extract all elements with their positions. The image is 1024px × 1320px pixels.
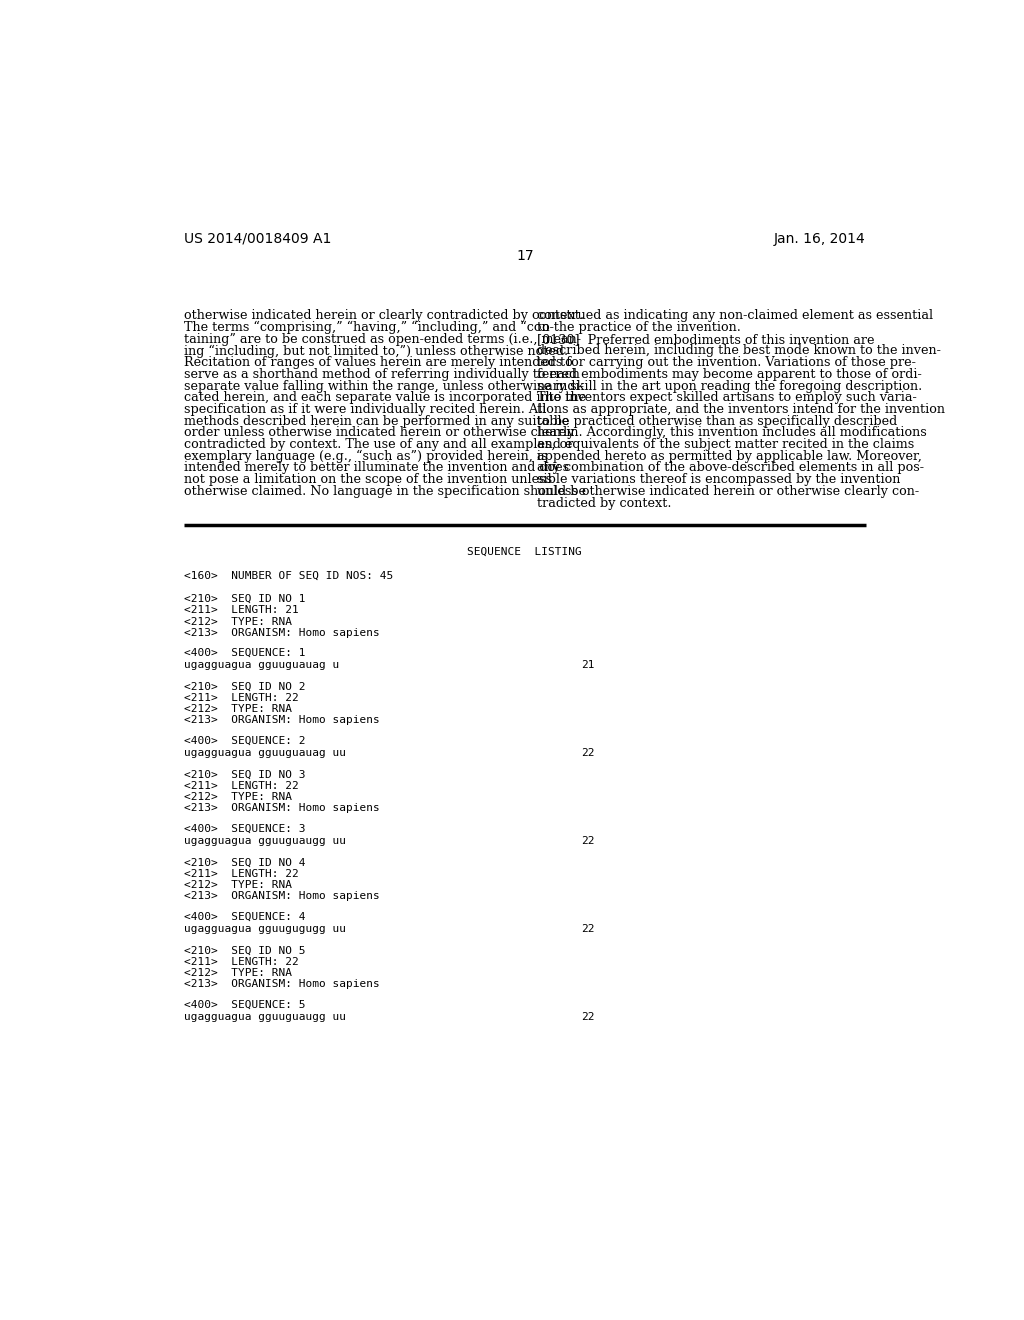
Text: tradicted by context.: tradicted by context. [538, 496, 672, 510]
Text: Jan. 16, 2014: Jan. 16, 2014 [774, 231, 866, 246]
Text: otherwise claimed. No language in the specification should be: otherwise claimed. No language in the sp… [183, 484, 586, 498]
Text: methods described herein can be performed in any suitable: methods described herein can be performe… [183, 414, 569, 428]
Text: serve as a shorthand method of referring individually to each: serve as a shorthand method of referring… [183, 368, 580, 381]
Text: <212>  TYPE: RNA: <212> TYPE: RNA [183, 705, 292, 714]
Text: <213>  ORGANISM: Homo sapiens: <213> ORGANISM: Homo sapiens [183, 891, 380, 902]
Text: [0130]  Preferred embodiments of this invention are: [0130] Preferred embodiments of this inv… [538, 333, 874, 346]
Text: ugagguagua gguuguauag uu: ugagguagua gguuguauag uu [183, 748, 346, 758]
Text: ugagguagua gguuguaugg uu: ugagguagua gguuguaugg uu [183, 1011, 346, 1022]
Text: 21: 21 [582, 660, 595, 671]
Text: separate value falling within the range, unless otherwise indi-: separate value falling within the range,… [183, 380, 584, 392]
Text: ugagguagua gguuguauag u: ugagguagua gguuguauag u [183, 660, 339, 671]
Text: tors for carrying out the invention. Variations of those pre-: tors for carrying out the invention. Var… [538, 356, 916, 370]
Text: intended merely to better illuminate the invention and does: intended merely to better illuminate the… [183, 462, 569, 474]
Text: not pose a limitation on the scope of the invention unless: not pose a limitation on the scope of th… [183, 473, 552, 486]
Text: <210>  SEQ ID NO 3: <210> SEQ ID NO 3 [183, 770, 305, 780]
Text: ugagguagua gguuguaugg uu: ugagguagua gguuguaugg uu [183, 836, 346, 846]
Text: 22: 22 [582, 924, 595, 933]
Text: <211>  LENGTH: 21: <211> LENGTH: 21 [183, 606, 299, 615]
Text: nary skill in the art upon reading the foregoing description.: nary skill in the art upon reading the f… [538, 380, 923, 392]
Text: <211>  LENGTH: 22: <211> LENGTH: 22 [183, 693, 299, 704]
Text: <211>  LENGTH: 22: <211> LENGTH: 22 [183, 781, 299, 791]
Text: <213>  ORGANISM: Homo sapiens: <213> ORGANISM: Homo sapiens [183, 715, 380, 726]
Text: ing “including, but not limited to,”) unless otherwise noted.: ing “including, but not limited to,”) un… [183, 345, 568, 358]
Text: <160>  NUMBER OF SEQ ID NOS: 45: <160> NUMBER OF SEQ ID NOS: 45 [183, 572, 393, 581]
Text: <212>  TYPE: RNA: <212> TYPE: RNA [183, 792, 292, 803]
Text: <210>  SEQ ID NO 1: <210> SEQ ID NO 1 [183, 594, 305, 605]
Text: described herein, including the best mode known to the inven-: described herein, including the best mod… [538, 345, 941, 358]
Text: specification as if it were individually recited herein. All: specification as if it were individually… [183, 403, 546, 416]
Text: <211>  LENGTH: 22: <211> LENGTH: 22 [183, 957, 299, 966]
Text: sible variations thereof is encompassed by the invention: sible variations thereof is encompassed … [538, 473, 900, 486]
Text: <212>  TYPE: RNA: <212> TYPE: RNA [183, 880, 292, 890]
Text: unless otherwise indicated herein or otherwise clearly con-: unless otherwise indicated herein or oth… [538, 484, 920, 498]
Text: construed as indicating any non-claimed element as essential: construed as indicating any non-claimed … [538, 309, 933, 322]
Text: and equivalents of the subject matter recited in the claims: and equivalents of the subject matter re… [538, 438, 914, 451]
Text: any combination of the above-described elements in all pos-: any combination of the above-described e… [538, 462, 925, 474]
Text: <212>  TYPE: RNA: <212> TYPE: RNA [183, 968, 292, 978]
Text: <400>  SEQUENCE: 1: <400> SEQUENCE: 1 [183, 648, 305, 659]
Text: herein. Accordingly, this invention includes all modifications: herein. Accordingly, this invention incl… [538, 426, 927, 440]
Text: 17: 17 [516, 249, 534, 263]
Text: SEQUENCE  LISTING: SEQUENCE LISTING [467, 546, 583, 557]
Text: contradicted by context. The use of any and all examples, or: contradicted by context. The use of any … [183, 438, 573, 451]
Text: to be practiced otherwise than as specifically described: to be practiced otherwise than as specif… [538, 414, 897, 428]
Text: exemplary language (e.g., “such as”) provided herein, is: exemplary language (e.g., “such as”) pro… [183, 450, 547, 463]
Text: ugagguagua gguugugugg uu: ugagguagua gguugugugg uu [183, 924, 346, 933]
Text: The terms “comprising,” “having,” “including,” and “con-: The terms “comprising,” “having,” “inclu… [183, 321, 554, 334]
Text: <400>  SEQUENCE: 3: <400> SEQUENCE: 3 [183, 824, 305, 834]
Text: US 2014/0018409 A1: US 2014/0018409 A1 [183, 231, 331, 246]
Text: <213>  ORGANISM: Homo sapiens: <213> ORGANISM: Homo sapiens [183, 628, 380, 638]
Text: <400>  SEQUENCE: 5: <400> SEQUENCE: 5 [183, 999, 305, 1010]
Text: otherwise indicated herein or clearly contradicted by context.: otherwise indicated herein or clearly co… [183, 309, 584, 322]
Text: The inventors expect skilled artisans to employ such varia-: The inventors expect skilled artisans to… [538, 391, 916, 404]
Text: Recitation of ranges of values herein are merely intended to: Recitation of ranges of values herein ar… [183, 356, 572, 370]
Text: to the practice of the invention.: to the practice of the invention. [538, 321, 741, 334]
Text: <213>  ORGANISM: Homo sapiens: <213> ORGANISM: Homo sapiens [183, 979, 380, 989]
Text: cated herein, and each separate value is incorporated into the: cated herein, and each separate value is… [183, 391, 586, 404]
Text: appended hereto as permitted by applicable law. Moreover,: appended hereto as permitted by applicab… [538, 450, 922, 463]
Text: <213>  ORGANISM: Homo sapiens: <213> ORGANISM: Homo sapiens [183, 804, 380, 813]
Text: <212>  TYPE: RNA: <212> TYPE: RNA [183, 616, 292, 627]
Text: tions as appropriate, and the inventors intend for the invention: tions as appropriate, and the inventors … [538, 403, 945, 416]
Text: order unless otherwise indicated herein or otherwise clearly: order unless otherwise indicated herein … [183, 426, 574, 440]
Text: 22: 22 [582, 1011, 595, 1022]
Text: <400>  SEQUENCE: 2: <400> SEQUENCE: 2 [183, 737, 305, 746]
Text: taining” are to be construed as open-ended terms (i.e., mean-: taining” are to be construed as open-end… [183, 333, 581, 346]
Text: <400>  SEQUENCE: 4: <400> SEQUENCE: 4 [183, 911, 305, 921]
Text: 22: 22 [582, 748, 595, 758]
Text: <210>  SEQ ID NO 4: <210> SEQ ID NO 4 [183, 858, 305, 867]
Text: <210>  SEQ ID NO 2: <210> SEQ ID NO 2 [183, 682, 305, 692]
Text: <210>  SEQ ID NO 5: <210> SEQ ID NO 5 [183, 945, 305, 956]
Text: 22: 22 [582, 836, 595, 846]
Text: ferred embodiments may become apparent to those of ordi-: ferred embodiments may become apparent t… [538, 368, 922, 381]
Text: <211>  LENGTH: 22: <211> LENGTH: 22 [183, 869, 299, 879]
